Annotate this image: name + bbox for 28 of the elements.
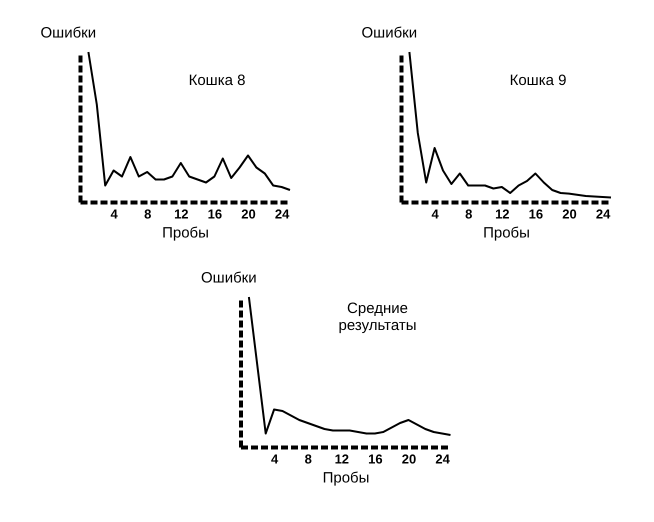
x-tick-label: 4 [270, 452, 279, 466]
x-tick-label: 24 [274, 206, 290, 222]
x-tick-label: 8 [144, 206, 152, 222]
x-tick-label: 4 [431, 206, 440, 222]
text: результаты [338, 317, 416, 334]
x-axis-title: Пробы [162, 224, 209, 242]
text: Кошка 8 [188, 72, 246, 89]
y-axis-title: Ошибки [362, 24, 418, 42]
x-tick-label: 24 [596, 206, 612, 222]
text: Кошка 9 [510, 72, 566, 89]
x-tick-label: 4 [110, 206, 118, 222]
x-axis-title: Пробы [322, 470, 370, 486]
x-tick-label: 20 [562, 206, 577, 222]
x-axis-title: Пробы [483, 224, 530, 242]
text: Средние [347, 300, 408, 317]
x-tick-label: 16 [208, 206, 222, 222]
y-axis-title: Ошибки [201, 270, 257, 286]
x-tick-label: 8 [465, 206, 472, 222]
x-tick-label: 8 [304, 452, 312, 466]
x-tick-label: 16 [528, 206, 544, 222]
x-tick-label: 16 [368, 452, 383, 466]
x-tick-label: 24 [435, 452, 451, 466]
x-tick-label: 12 [495, 206, 510, 222]
x-tick-label: 12 [174, 206, 189, 222]
x-tick-label: 20 [241, 206, 256, 222]
y-axis-title: Ошибки [40, 24, 96, 42]
x-tick-label: 12 [334, 452, 350, 466]
x-tick-label: 20 [402, 452, 416, 466]
